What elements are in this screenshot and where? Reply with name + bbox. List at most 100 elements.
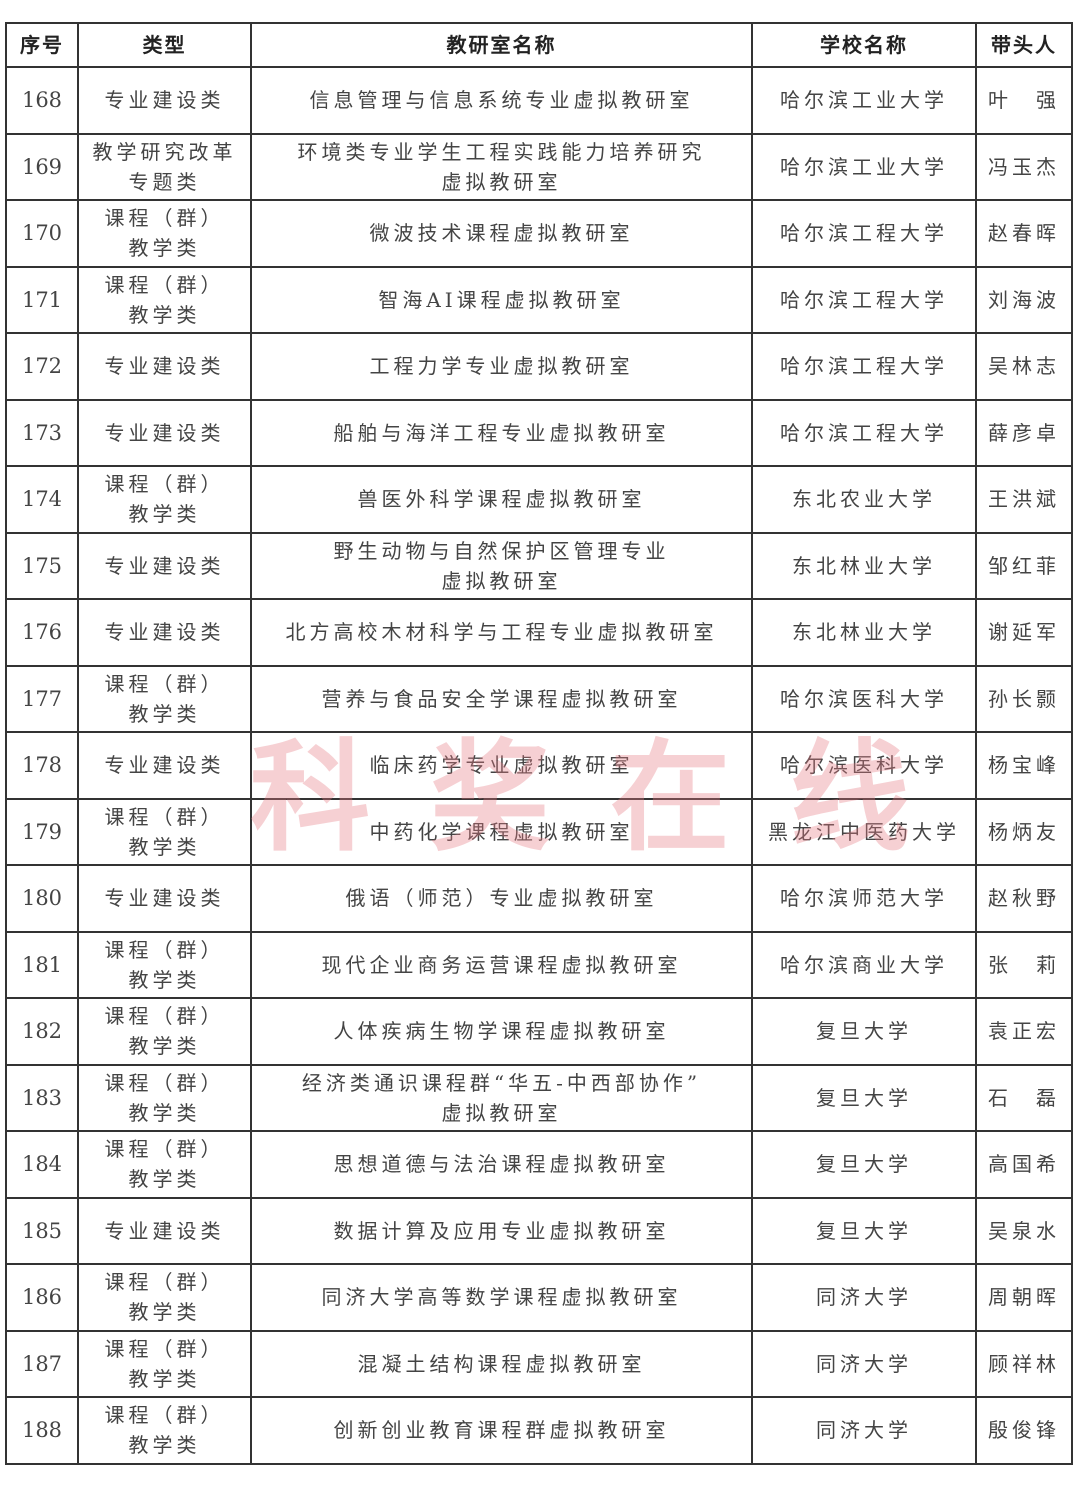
cell-col-index: 174 (5, 465, 79, 534)
cell-col-type: 教学研究改革 专题类 (77, 132, 252, 201)
cell-col-school: 哈尔滨工程大学 (751, 398, 977, 467)
cell-col-index: 177 (5, 664, 79, 733)
cell-col-office-name: 环境类专业学生工程实践能力培养研究 虚拟教研室 (250, 132, 753, 201)
table-row: 169 教学研究改革 专题类 环境类专业学生工程实践能力培养研究 虚拟教研室 哈尔滨工… (5, 132, 1073, 201)
cell-col-index: 172 (5, 332, 79, 401)
table-row: 174 课程（群） 教学类 兽医外科学课程虚拟教研室 东北农业大学 王洪斌 (5, 465, 1073, 534)
header-row: 序号 类型 教研室名称 学校名称 带头人 (5, 22, 1073, 68)
cell-col-office-name: 野生动物与自然保护区管理专业 虚拟教研室 (250, 531, 753, 600)
cell-col-leader: 周朝晖 (975, 1263, 1073, 1332)
cell-col-school: 哈尔滨师范大学 (751, 864, 977, 933)
cell-col-school: 哈尔滨医科大学 (751, 664, 977, 733)
cell-col-type: 专业建设类 (77, 1196, 252, 1265)
cell-col-school: 哈尔滨工业大学 (751, 132, 977, 201)
cell-col-index: 171 (5, 265, 79, 334)
table-row: 173 专业建设类 船舶与海洋工程专业虚拟教研室 哈尔滨工程大学 薛彦卓 (5, 398, 1073, 467)
cell-col-type: 专业建设类 (77, 332, 252, 401)
cell-col-office-name: 微波技术课程虚拟教研室 (250, 199, 753, 268)
cell-col-index: 187 (5, 1329, 79, 1398)
header-col-school: 学校名称 (751, 22, 977, 68)
cell-col-office-name: 信息管理与信息系统专业虚拟教研室 (250, 66, 753, 135)
cell-col-school: 同济大学 (751, 1396, 977, 1465)
cell-col-school: 东北农业大学 (751, 465, 977, 534)
cell-col-type: 专业建设类 (77, 398, 252, 467)
cell-col-type: 专业建设类 (77, 864, 252, 933)
table-row: 170 课程（群） 教学类 微波技术课程虚拟教研室 哈尔滨工程大学 赵春晖 (5, 199, 1073, 268)
cell-col-leader: 殷俊锋 (975, 1396, 1073, 1465)
cell-col-office-name: 船舶与海洋工程专业虚拟教研室 (250, 398, 753, 467)
cell-col-leader: 张 莉 (975, 930, 1073, 999)
cell-col-index: 179 (5, 797, 79, 866)
cell-col-index: 176 (5, 598, 79, 667)
cell-col-type: 专业建设类 (77, 66, 252, 135)
cell-col-leader: 薛彦卓 (975, 398, 1073, 467)
cell-col-office-name: 工程力学专业虚拟教研室 (250, 332, 753, 401)
cell-col-index: 181 (5, 930, 79, 999)
cell-col-school: 哈尔滨商业大学 (751, 930, 977, 999)
cell-col-index: 184 (5, 1130, 79, 1199)
table-row: 179 课程（群） 教学类 中药化学课程虚拟教研室 黑龙江中医药大学 杨炳友 (5, 797, 1073, 866)
cell-col-office-name: 智海AI课程虚拟教研室 (250, 265, 753, 334)
cell-col-type: 专业建设类 (77, 598, 252, 667)
cell-col-index: 173 (5, 398, 79, 467)
cell-col-office-name: 俄语（师范）专业虚拟教研室 (250, 864, 753, 933)
cell-col-leader: 谢延军 (975, 598, 1073, 667)
cell-col-type: 专业建设类 (77, 731, 252, 800)
cell-col-leader: 孙长颢 (975, 664, 1073, 733)
table-row: 181 课程（群） 教学类 现代企业商务运营课程虚拟教研室 哈尔滨商业大学张 莉 (5, 930, 1073, 999)
cell-col-office-name: 现代企业商务运营课程虚拟教研室 (250, 930, 753, 999)
cell-col-school: 黑龙江中医药大学 (751, 797, 977, 866)
cell-col-school: 哈尔滨工程大学 (751, 265, 977, 334)
table-row: 168 专业建设类 信息管理与信息系统专业虚拟教研室 哈尔滨工业大学叶 强 (5, 66, 1073, 135)
cell-col-type: 专业建设类 (77, 531, 252, 600)
cell-col-type: 课程（群） 教学类 (77, 1396, 252, 1465)
cell-col-leader: 袁正宏 (975, 997, 1073, 1066)
cell-col-leader: 冯玉杰 (975, 132, 1073, 201)
cell-col-leader: 顾祥林 (975, 1329, 1073, 1398)
table-row: 176 专业建设类 北方高校木材科学与工程专业虚拟教研室 东北林业大学 谢延军 (5, 598, 1073, 667)
cell-col-index: 180 (5, 864, 79, 933)
cell-col-school: 哈尔滨工程大学 (751, 332, 977, 401)
cell-col-leader: 吴泉水 (975, 1196, 1073, 1265)
cell-col-school: 同济大学 (751, 1329, 977, 1398)
cell-col-leader: 叶 强 (975, 66, 1073, 135)
cell-col-office-name: 人体疾病生物学课程虚拟教研室 (250, 997, 753, 1066)
cell-col-type: 课程（群） 教学类 (77, 1063, 252, 1132)
table-row: 180 专业建设类 俄语（师范）专业虚拟教研室 哈尔滨师范大学 赵秋野 (5, 864, 1073, 933)
table-row: 182 课程（群） 教学类 人体疾病生物学课程虚拟教研室 复旦大学 袁正宏 (5, 997, 1073, 1066)
cell-col-school: 同济大学 (751, 1263, 977, 1332)
cell-col-leader: 邹红菲 (975, 531, 1073, 600)
cell-col-leader: 杨炳友 (975, 797, 1073, 866)
table-row: 171 课程（群） 教学类 智海AI课程虚拟教研室 哈尔滨工程大学 刘海波 (5, 265, 1073, 334)
cell-col-index: 186 (5, 1263, 79, 1332)
cell-col-type: 课程（群） 教学类 (77, 1130, 252, 1199)
cell-col-leader: 石 磊 (975, 1063, 1073, 1132)
cell-col-type: 课程（群） 教学类 (77, 199, 252, 268)
table-row: 188 课程（群） 教学类 创新创业教育课程群虚拟教研室 同济大学 殷俊锋 (5, 1396, 1073, 1465)
cell-col-school: 复旦大学 (751, 1063, 977, 1132)
cell-col-office-name: 营养与食品安全学课程虚拟教研室 (250, 664, 753, 733)
cell-col-type: 课程（群） 教学类 (77, 930, 252, 999)
cell-col-leader: 杨宝峰 (975, 731, 1073, 800)
table-row: 186 课程（群） 教学类 同济大学高等数学课程虚拟教研室 同济大学 周朝晖 (5, 1263, 1073, 1332)
cell-col-type: 课程（群） 教学类 (77, 664, 252, 733)
cell-col-index: 188 (5, 1396, 79, 1465)
cell-col-index: 183 (5, 1063, 79, 1132)
cell-col-index: 185 (5, 1196, 79, 1265)
cell-col-leader: 赵秋野 (975, 864, 1073, 933)
cell-col-index: 170 (5, 199, 79, 268)
cell-col-school: 复旦大学 (751, 1130, 977, 1199)
table-row: 187 课程（群） 教学类 混凝土结构课程虚拟教研室 同济大学 顾祥林 (5, 1329, 1073, 1398)
cell-col-office-name: 北方高校木材科学与工程专业虚拟教研室 (250, 598, 753, 667)
table-row: 178 专业建设类 临床药学专业虚拟教研室 哈尔滨医科大学 杨宝峰 (5, 731, 1073, 800)
cell-col-school: 哈尔滨工程大学 (751, 199, 977, 268)
cell-col-leader: 王洪斌 (975, 465, 1073, 534)
cell-col-school: 哈尔滨工业大学 (751, 66, 977, 135)
cell-col-office-name: 数据计算及应用专业虚拟教研室 (250, 1196, 753, 1265)
cell-col-type: 课程（群） 教学类 (77, 465, 252, 534)
cell-col-type: 课程（群） 教学类 (77, 797, 252, 866)
table-row: 185 专业建设类 数据计算及应用专业虚拟教研室 复旦大学 吴泉水 (5, 1196, 1073, 1265)
cell-col-school: 东北林业大学 (751, 598, 977, 667)
table-row: 184 课程（群） 教学类 思想道德与法治课程虚拟教研室 复旦大学 高国希 (5, 1130, 1073, 1199)
header-col-type: 类型 (77, 22, 252, 68)
